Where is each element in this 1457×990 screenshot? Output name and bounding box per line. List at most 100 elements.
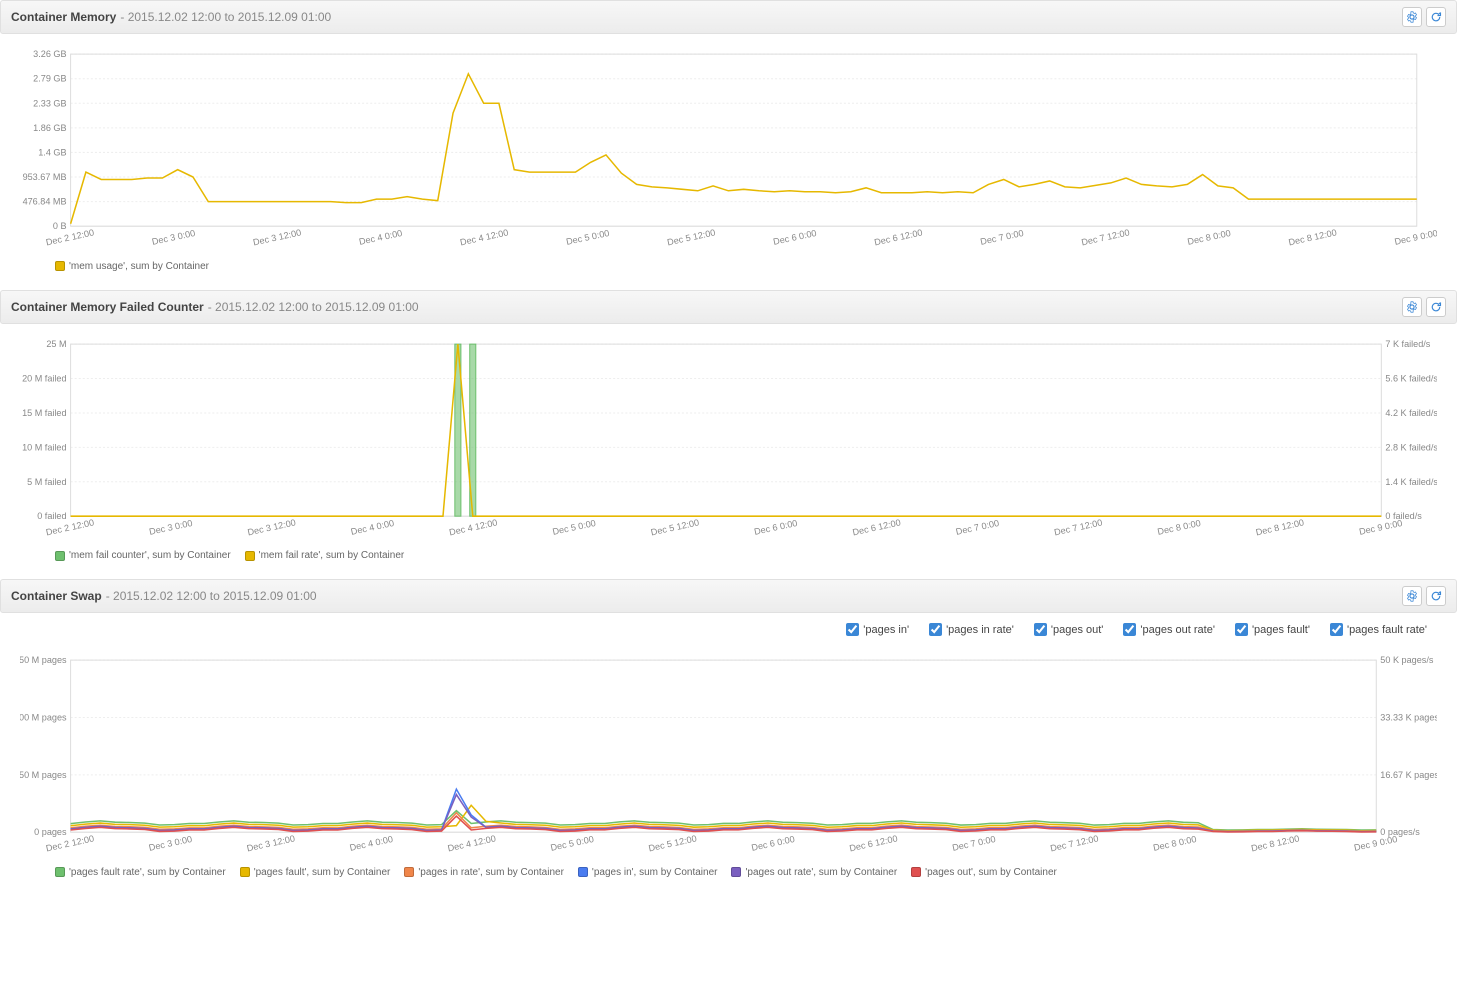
legend: 'pages fault rate', sum by Container 'pag… bbox=[0, 863, 1457, 886]
panel-memory-failed: Container Memory Failed Counter - 2015.1… bbox=[0, 290, 1457, 570]
svg-text:0 failed: 0 failed bbox=[37, 511, 66, 521]
svg-text:Dec 5 0:00: Dec 5 0:00 bbox=[550, 834, 595, 853]
legend-item[interactable]: 'pages in', sum by Container bbox=[578, 867, 718, 878]
filter-label: 'pages out' bbox=[1051, 624, 1104, 636]
series-filter[interactable]: 'pages fault rate' bbox=[1330, 623, 1427, 636]
legend-item[interactable]: 'pages in rate', sum by Container bbox=[404, 867, 564, 878]
failed-chart: 0 failed5 M failed10 M failed15 M failed… bbox=[20, 334, 1437, 547]
svg-text:Dec 5 12:00: Dec 5 12:00 bbox=[666, 227, 716, 247]
svg-text:7 K failed/s: 7 K failed/s bbox=[1385, 339, 1430, 349]
svg-text:50 M pages: 50 M pages bbox=[20, 770, 67, 780]
legend: 'mem fail counter', sum by Container 'mem… bbox=[0, 546, 1457, 569]
filter-checkbox[interactable] bbox=[846, 623, 859, 636]
svg-text:Dec 3 0:00: Dec 3 0:00 bbox=[148, 834, 193, 853]
swap-chart: 0 pages50 M pages100 M pages150 M pages0… bbox=[20, 650, 1437, 863]
chart-area: 0 failed5 M failed10 M failed15 M failed… bbox=[0, 324, 1457, 547]
svg-text:1.4 K failed/s: 1.4 K failed/s bbox=[1385, 476, 1437, 486]
series-filter[interactable]: 'pages out rate' bbox=[1123, 623, 1215, 636]
svg-text:150 M pages: 150 M pages bbox=[20, 655, 67, 665]
legend-item[interactable]: 'pages out rate', sum by Container bbox=[731, 867, 897, 878]
panel-container-swap: Container Swap - 2015.12.02 12:00 to 201… bbox=[0, 579, 1457, 886]
legend-swatch bbox=[911, 867, 921, 877]
panel-date-range: - 2015.12.02 12:00 to 2015.12.09 01:00 bbox=[120, 10, 331, 24]
svg-text:Dec 7 0:00: Dec 7 0:00 bbox=[955, 518, 1000, 537]
legend-label: 'pages fault rate', sum by Container bbox=[69, 867, 226, 878]
svg-text:Dec 9 0:00: Dec 9 0:00 bbox=[1358, 518, 1403, 537]
filter-checkbox[interactable] bbox=[1123, 623, 1136, 636]
series-filter[interactable]: 'pages out' bbox=[1034, 623, 1104, 636]
legend-label: 'mem usage', sum by Container bbox=[69, 261, 209, 272]
filter-label: 'pages fault rate' bbox=[1347, 624, 1427, 636]
refresh-icon bbox=[1430, 590, 1442, 602]
svg-text:1.86 GB: 1.86 GB bbox=[33, 123, 66, 133]
svg-text:Dec 3 0:00: Dec 3 0:00 bbox=[148, 518, 193, 537]
series-filter-row: 'pages in' 'pages in rate' 'pages out' 'pag… bbox=[0, 613, 1457, 640]
filter-label: 'pages in' bbox=[863, 624, 909, 636]
svg-text:Dec 6 12:00: Dec 6 12:00 bbox=[848, 834, 898, 854]
svg-text:Dec 8 0:00: Dec 8 0:00 bbox=[1186, 228, 1231, 247]
svg-text:100 M pages: 100 M pages bbox=[20, 713, 67, 723]
chart-area: 0 pages50 M pages100 M pages150 M pages0… bbox=[0, 640, 1457, 863]
svg-text:3.26 GB: 3.26 GB bbox=[33, 49, 66, 59]
panel-header: Container Memory - 2015.12.02 12:00 to 2… bbox=[0, 0, 1457, 34]
svg-text:25 M: 25 M bbox=[46, 339, 66, 349]
settings-button[interactable] bbox=[1402, 586, 1422, 606]
refresh-button[interactable] bbox=[1426, 297, 1446, 317]
svg-text:Dec 6 0:00: Dec 6 0:00 bbox=[772, 228, 817, 247]
gear-icon bbox=[1406, 301, 1418, 313]
legend-item[interactable]: 'pages fault', sum by Container bbox=[240, 867, 391, 878]
legend-swatch bbox=[55, 551, 65, 561]
gear-icon bbox=[1406, 590, 1418, 602]
svg-text:15 M failed: 15 M failed bbox=[22, 408, 66, 418]
legend-item[interactable]: 'mem usage', sum by Container bbox=[55, 261, 209, 272]
panel-title: Container Swap bbox=[11, 589, 102, 603]
legend-label: 'pages out', sum by Container bbox=[925, 867, 1057, 878]
panel-header: Container Swap - 2015.12.02 12:00 to 201… bbox=[0, 579, 1457, 613]
refresh-button[interactable] bbox=[1426, 7, 1446, 27]
refresh-button[interactable] bbox=[1426, 586, 1446, 606]
svg-text:Dec 3 0:00: Dec 3 0:00 bbox=[151, 228, 196, 247]
svg-text:Dec 4 0:00: Dec 4 0:00 bbox=[349, 834, 394, 853]
svg-text:Dec 3 12:00: Dec 3 12:00 bbox=[247, 517, 297, 537]
filter-checkbox[interactable] bbox=[1330, 623, 1343, 636]
svg-text:Dec 5 12:00: Dec 5 12:00 bbox=[648, 834, 698, 854]
legend-item[interactable]: 'mem fail counter', sum by Container bbox=[55, 550, 231, 561]
legend-item[interactable]: 'pages fault rate', sum by Container bbox=[55, 867, 226, 878]
svg-text:Dec 5 0:00: Dec 5 0:00 bbox=[552, 518, 597, 537]
svg-text:Dec 4 0:00: Dec 4 0:00 bbox=[350, 518, 395, 537]
refresh-icon bbox=[1430, 301, 1442, 313]
settings-button[interactable] bbox=[1402, 297, 1422, 317]
legend-label: 'mem fail rate', sum by Container bbox=[259, 550, 405, 561]
svg-text:Dec 6 12:00: Dec 6 12:00 bbox=[852, 517, 902, 537]
settings-button[interactable] bbox=[1402, 7, 1422, 27]
legend-swatch bbox=[731, 867, 741, 877]
svg-text:Dec 7 12:00: Dec 7 12:00 bbox=[1080, 227, 1130, 247]
filter-checkbox[interactable] bbox=[1034, 623, 1047, 636]
svg-text:Dec 8 12:00: Dec 8 12:00 bbox=[1250, 834, 1300, 854]
svg-text:Dec 6 0:00: Dec 6 0:00 bbox=[750, 834, 795, 853]
panel-date-range: - 2015.12.02 12:00 to 2015.12.09 01:00 bbox=[106, 589, 317, 603]
legend-item[interactable]: 'pages out', sum by Container bbox=[911, 867, 1057, 878]
svg-text:Dec 9 0:00: Dec 9 0:00 bbox=[1353, 834, 1398, 853]
memory-chart: 0 B476.84 MB953.67 MB1.4 GB1.86 GB2.33 G… bbox=[20, 44, 1437, 257]
svg-text:33.33 K pages/s: 33.33 K pages/s bbox=[1380, 713, 1437, 723]
filter-checkbox[interactable] bbox=[1235, 623, 1248, 636]
svg-text:0 B: 0 B bbox=[53, 221, 67, 231]
svg-text:4.2 K failed/s: 4.2 K failed/s bbox=[1385, 408, 1437, 418]
legend-item[interactable]: 'mem fail rate', sum by Container bbox=[245, 550, 405, 561]
svg-text:Dec 4 12:00: Dec 4 12:00 bbox=[447, 834, 497, 854]
panel-title: Container Memory bbox=[11, 10, 116, 24]
svg-text:Dec 7 12:00: Dec 7 12:00 bbox=[1053, 517, 1103, 537]
filter-checkbox[interactable] bbox=[929, 623, 942, 636]
gear-icon bbox=[1406, 11, 1418, 23]
legend-label: 'pages out rate', sum by Container bbox=[745, 867, 897, 878]
svg-text:Dec 3 12:00: Dec 3 12:00 bbox=[246, 834, 296, 854]
svg-text:Dec 6 12:00: Dec 6 12:00 bbox=[873, 227, 923, 247]
svg-text:Dec 8 12:00: Dec 8 12:00 bbox=[1288, 227, 1338, 247]
legend-label: 'pages in rate', sum by Container bbox=[418, 867, 564, 878]
filter-label: 'pages fault' bbox=[1252, 624, 1310, 636]
series-filter[interactable]: 'pages in' bbox=[846, 623, 909, 636]
series-filter[interactable]: 'pages in rate' bbox=[929, 623, 1014, 636]
legend-swatch bbox=[55, 867, 65, 877]
series-filter[interactable]: 'pages fault' bbox=[1235, 623, 1310, 636]
